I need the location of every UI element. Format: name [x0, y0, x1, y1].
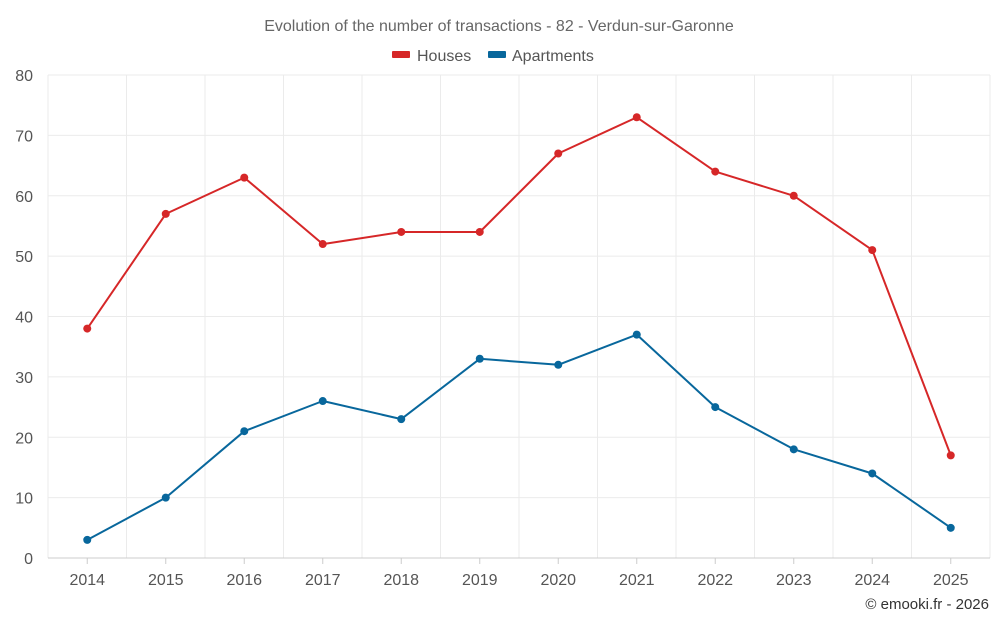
data-point-houses-2018[interactable]: [397, 227, 406, 236]
data-point-apartments-2024[interactable]: [868, 469, 877, 478]
x-tick-label-2015: 2015: [148, 572, 184, 589]
data-point-apartments-2019[interactable]: [475, 354, 484, 363]
data-point-apartments-2021[interactable]: [632, 330, 641, 339]
y-tick-label-0: 0: [24, 551, 33, 568]
data-point-houses-2016[interactable]: [240, 173, 249, 182]
x-tick-label-2024: 2024: [854, 572, 890, 589]
y-tick-label-40: 40: [15, 310, 33, 327]
data-point-apartments-2018[interactable]: [397, 415, 406, 424]
x-tick-label-2018: 2018: [383, 572, 419, 589]
y-tick-label-70: 70: [15, 128, 33, 145]
data-point-houses-2020[interactable]: [554, 149, 563, 158]
data-point-houses-2014[interactable]: [83, 324, 92, 333]
series-apartments: [83, 330, 955, 544]
legend-label-apartments: Apartments: [512, 48, 594, 65]
data-point-apartments-2014[interactable]: [83, 535, 92, 544]
x-tick-label-2016: 2016: [226, 572, 262, 589]
data-point-apartments-2016[interactable]: [240, 427, 249, 436]
series-houses: [83, 113, 955, 460]
data-point-houses-2025[interactable]: [946, 451, 955, 460]
data-point-houses-2021[interactable]: [632, 113, 641, 122]
x-tick-label-2025: 2025: [933, 572, 969, 589]
legend-item-houses[interactable]: Houses: [392, 48, 471, 65]
data-point-houses-2024[interactable]: [868, 246, 877, 255]
data-point-houses-2019[interactable]: [475, 227, 484, 236]
x-tick-label-2019: 2019: [462, 572, 498, 589]
x-tick-label-2022: 2022: [697, 572, 733, 589]
data-point-houses-2015[interactable]: [161, 209, 170, 218]
y-tick-label-30: 30: [15, 370, 33, 387]
y-tick-label-60: 60: [15, 189, 33, 206]
chart-title: Evolution of the number of transactions …: [264, 18, 734, 35]
series-line-apartments: [86, 333, 952, 541]
credit-text: © emooki.fr - 2026: [865, 596, 989, 613]
x-tick-label-2014: 2014: [69, 572, 105, 589]
series-group: [83, 113, 955, 544]
data-point-apartments-2017[interactable]: [318, 397, 327, 406]
grid: [47, 74, 991, 558]
data-point-houses-2022[interactable]: [711, 167, 720, 176]
x-tick-label-2020: 2020: [540, 572, 576, 589]
legend-item-apartments[interactable]: Apartments: [488, 48, 594, 65]
y-tick-label-20: 20: [15, 430, 33, 447]
x-tick-label-2017: 2017: [305, 572, 341, 589]
data-point-apartments-2023[interactable]: [789, 445, 798, 454]
y-tick-label-80: 80: [15, 68, 33, 85]
legend: Houses Apartments: [392, 48, 594, 65]
data-point-apartments-2015[interactable]: [161, 493, 170, 502]
x-tick-label-2023: 2023: [776, 572, 812, 589]
legend-label-houses: Houses: [417, 48, 471, 65]
x-tick-label-2021: 2021: [619, 572, 655, 589]
legend-swatch-houses: [392, 51, 410, 58]
series-line-houses: [86, 116, 952, 457]
data-point-houses-2017[interactable]: [318, 240, 327, 249]
data-point-apartments-2020[interactable]: [554, 360, 563, 369]
data-point-apartments-2025[interactable]: [946, 523, 955, 532]
axes: 0 10 20 30 40 50 60 70 80 2014 2015 2016 2017 2018 201…: [15, 68, 990, 589]
y-tick-label-10: 10: [15, 491, 33, 508]
data-point-apartments-2022[interactable]: [711, 403, 720, 412]
y-tick-label-50: 50: [15, 249, 33, 266]
legend-swatch-apartments: [488, 51, 506, 58]
data-point-houses-2023[interactable]: [789, 191, 798, 200]
